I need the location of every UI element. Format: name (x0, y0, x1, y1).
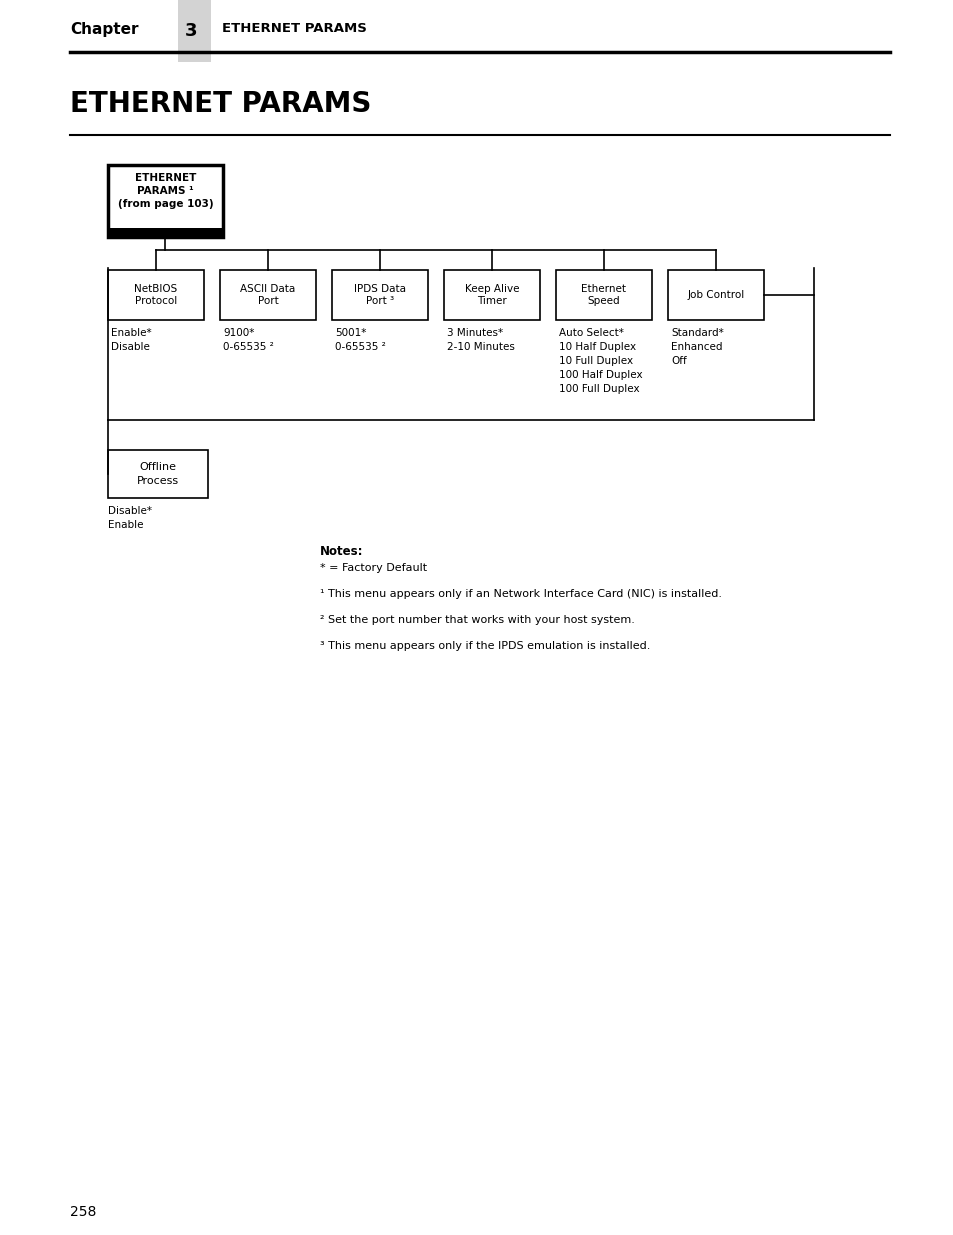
Text: Keep Alive
Timer: Keep Alive Timer (464, 284, 518, 306)
Text: 9100*
0-65535 ²: 9100* 0-65535 ² (223, 329, 274, 352)
Text: Ethernet
Speed: Ethernet Speed (581, 284, 626, 306)
Text: ² Set the port number that works with your host system.: ² Set the port number that works with yo… (319, 615, 634, 625)
Text: Disable*
Enable: Disable* Enable (108, 506, 152, 530)
Bar (108, 165, 223, 237)
Text: ETHERNET
PARAMS ¹
(from page 103): ETHERNET PARAMS ¹ (from page 103) (117, 173, 213, 210)
Bar (667, 270, 763, 320)
Bar (178, 0, 211, 62)
Text: ASCII Data
Port: ASCII Data Port (240, 284, 295, 306)
Bar (220, 270, 315, 320)
Bar (108, 450, 208, 498)
Text: 3: 3 (185, 22, 197, 40)
Bar (443, 270, 539, 320)
Text: Offline
Process: Offline Process (137, 462, 179, 485)
Bar (556, 270, 651, 320)
Text: Auto Select*
10 Half Duplex
10 Full Duplex
100 Half Duplex
100 Full Duplex: Auto Select* 10 Half Duplex 10 Full Dupl… (558, 329, 642, 394)
Bar (108, 270, 204, 320)
Bar (332, 270, 428, 320)
Text: 5001*
0-65535 ²: 5001* 0-65535 ² (335, 329, 385, 352)
Text: NetBIOS
Protocol: NetBIOS Protocol (134, 284, 177, 306)
Text: ³ This menu appears only if the IPDS emulation is installed.: ³ This menu appears only if the IPDS emu… (319, 641, 650, 651)
Text: IPDS Data
Port ³: IPDS Data Port ³ (354, 284, 406, 306)
Text: Standard*
Enhanced
Off: Standard* Enhanced Off (670, 329, 723, 366)
Text: ETHERNET PARAMS: ETHERNET PARAMS (222, 22, 367, 35)
Text: Enable*
Disable: Enable* Disable (111, 329, 152, 352)
Text: Notes:: Notes: (319, 545, 363, 558)
Bar (108, 228, 223, 237)
Text: ¹ This menu appears only if an Network Interface Card (NIC) is installed.: ¹ This menu appears only if an Network I… (319, 589, 721, 599)
Text: ETHERNET PARAMS: ETHERNET PARAMS (70, 90, 371, 119)
Text: 258: 258 (70, 1205, 96, 1219)
Text: * = Factory Default: * = Factory Default (319, 563, 427, 573)
Text: Job Control: Job Control (687, 290, 744, 300)
Text: 3 Minutes*
2-10 Minutes: 3 Minutes* 2-10 Minutes (447, 329, 515, 352)
Text: Chapter: Chapter (70, 22, 138, 37)
